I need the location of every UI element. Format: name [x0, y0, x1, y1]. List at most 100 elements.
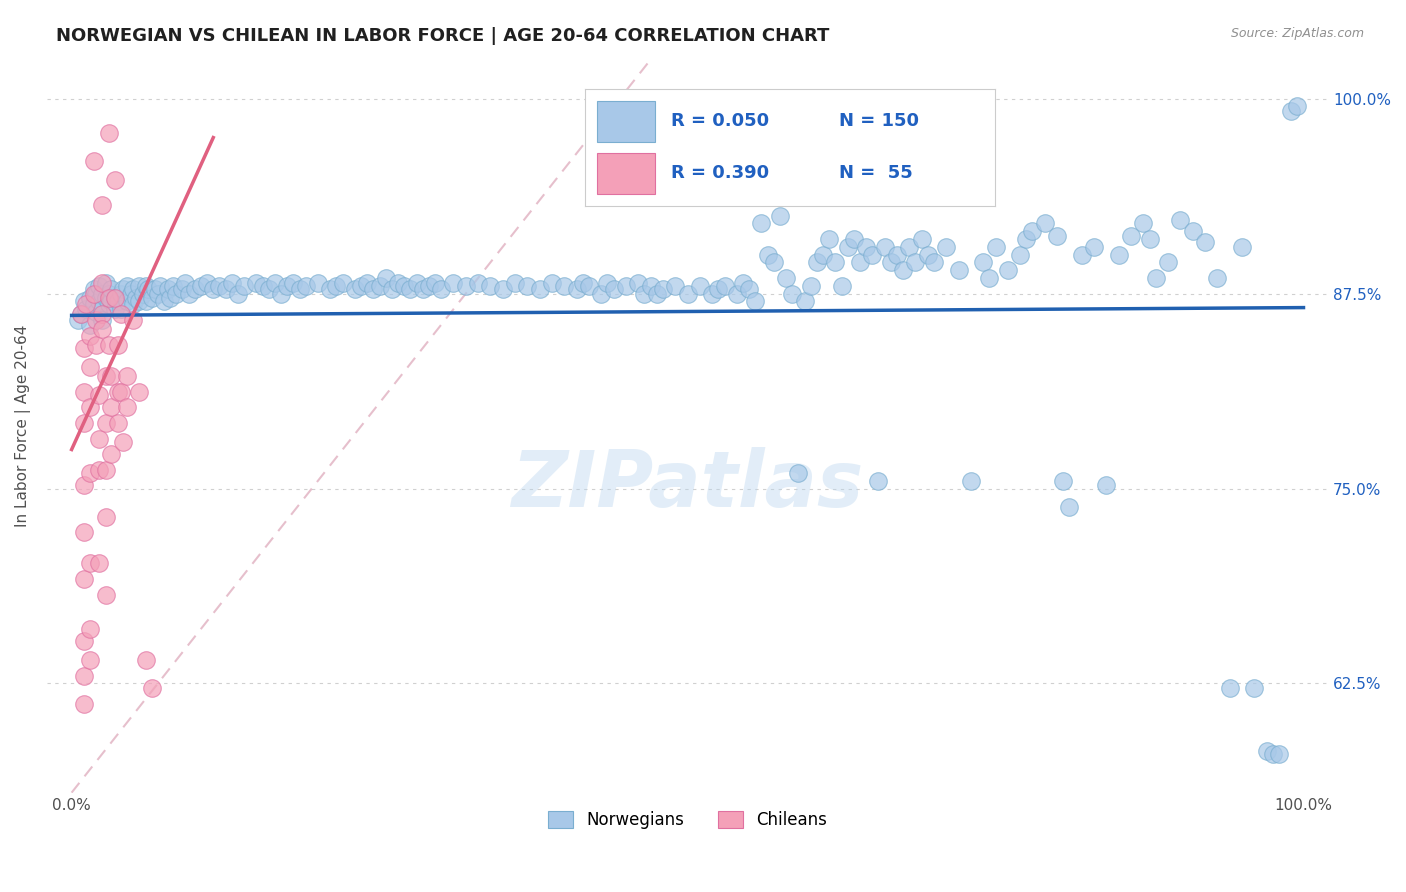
Point: [430, 282, 453, 296]
Point: [128, 278, 150, 293]
Point: [91, 276, 114, 290]
Point: [1168, 213, 1191, 227]
Point: [368, 278, 391, 293]
Point: [145, 282, 167, 296]
Point: [1132, 216, 1154, 230]
Point: [141, 291, 163, 305]
Point: [713, 278, 735, 293]
Point: [97, 286, 120, 301]
Point: [343, 282, 366, 296]
Point: [70, 307, 93, 321]
Point: [1095, 478, 1118, 492]
Point: [738, 282, 761, 296]
Point: [1010, 247, 1032, 261]
Point: [245, 276, 267, 290]
Point: [94, 369, 117, 384]
Point: [614, 278, 637, 293]
Point: [94, 509, 117, 524]
Point: [780, 286, 803, 301]
Point: [87, 432, 110, 446]
Point: [110, 384, 132, 399]
Point: [94, 276, 117, 290]
Point: [1033, 216, 1056, 230]
Point: [79, 401, 101, 415]
Point: [195, 276, 218, 290]
Point: [100, 282, 122, 296]
Point: [94, 291, 117, 305]
Point: [79, 359, 101, 374]
Point: [79, 291, 101, 305]
Point: [97, 126, 120, 140]
Point: [94, 463, 117, 477]
Point: [751, 216, 773, 230]
Point: [270, 286, 292, 301]
Point: [492, 282, 515, 296]
Point: [793, 294, 815, 309]
Point: [1194, 235, 1216, 249]
Point: [1181, 224, 1204, 238]
Point: [1243, 681, 1265, 695]
Point: [702, 286, 724, 301]
Point: [110, 307, 132, 321]
Point: [443, 276, 465, 290]
Point: [454, 278, 477, 293]
Text: Source: ZipAtlas.com: Source: ZipAtlas.com: [1230, 27, 1364, 40]
Point: [412, 282, 434, 296]
Point: [1219, 681, 1241, 695]
Point: [87, 463, 110, 477]
Point: [769, 209, 792, 223]
Point: [541, 276, 564, 290]
Point: [824, 255, 846, 269]
Point: [79, 328, 101, 343]
Point: [73, 572, 96, 586]
Point: [837, 240, 859, 254]
Point: [319, 282, 342, 296]
Point: [91, 313, 114, 327]
Point: [91, 307, 114, 321]
Point: [136, 282, 159, 296]
Point: [350, 278, 373, 293]
Point: [374, 271, 396, 285]
Point: [418, 278, 440, 293]
Point: [100, 447, 122, 461]
Point: [91, 322, 114, 336]
Point: [640, 278, 662, 293]
Point: [104, 172, 127, 186]
Point: [87, 557, 110, 571]
Point: [122, 282, 145, 296]
Point: [110, 286, 132, 301]
Point: [122, 297, 145, 311]
Point: [73, 525, 96, 540]
Point: [849, 255, 872, 269]
Point: [73, 294, 96, 309]
Point: [756, 247, 779, 261]
Point: [363, 282, 385, 296]
Point: [107, 294, 129, 309]
Point: [124, 291, 146, 305]
Point: [972, 255, 994, 269]
Point: [1083, 240, 1105, 254]
Point: [1286, 99, 1309, 113]
Point: [979, 271, 1001, 285]
Point: [73, 478, 96, 492]
Point: [100, 369, 122, 384]
Point: [162, 278, 184, 293]
Point: [910, 232, 932, 246]
Point: [153, 294, 176, 309]
Point: [1256, 743, 1278, 757]
Point: [591, 286, 613, 301]
Point: [1157, 255, 1180, 269]
Point: [1015, 232, 1038, 246]
Point: [208, 278, 231, 293]
Point: [115, 369, 138, 384]
Point: [128, 384, 150, 399]
Point: [762, 255, 785, 269]
Point: [100, 294, 122, 309]
Point: [128, 294, 150, 309]
Point: [79, 557, 101, 571]
Point: [565, 282, 588, 296]
Point: [110, 302, 132, 317]
Point: [1070, 247, 1092, 261]
Point: [107, 384, 129, 399]
Point: [184, 282, 207, 296]
